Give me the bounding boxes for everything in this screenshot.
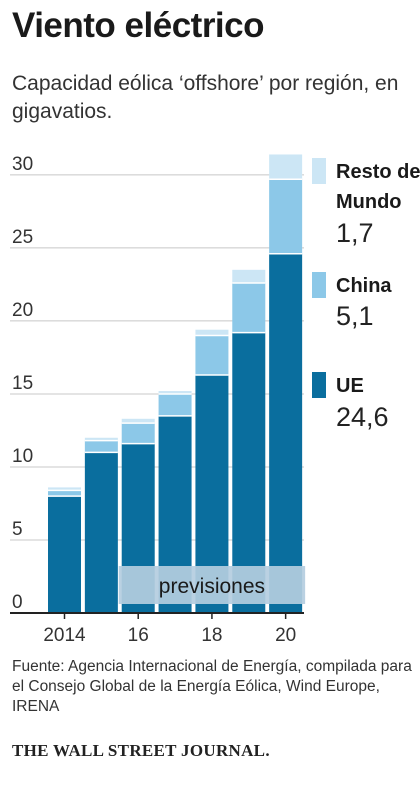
x-tick-label: 16 [128, 625, 149, 646]
x-tick-label: 20 [275, 625, 296, 646]
forecast-label: previsiones [159, 575, 265, 598]
y-tick-label: 30 [12, 154, 33, 175]
y-tick-label: 25 [12, 227, 33, 248]
legend-label: UE [336, 375, 364, 397]
legend-value: 1,7 [336, 218, 374, 248]
y-tick-label: 15 [12, 373, 33, 394]
chart-title: Viento eléctrico [12, 6, 265, 45]
bar-segment [121, 418, 155, 424]
y-tick-label: 0 [12, 592, 23, 613]
chart-subtitle: Capacidad eólica ‘offshore’ por región, … [12, 72, 399, 123]
bar-segment [158, 393, 192, 416]
legend-label: Mundo [336, 191, 402, 213]
y-tick-label: 10 [12, 446, 33, 467]
forecast-band [118, 566, 306, 604]
bar-segment [121, 423, 155, 444]
bar-segment [84, 440, 118, 453]
bar-segment [232, 269, 266, 283]
bar-segment [84, 437, 118, 441]
bar-segment [269, 253, 303, 613]
bar-segment [158, 391, 192, 394]
legend-value: 5,1 [336, 301, 374, 331]
x-tick-label: 2014 [43, 625, 86, 646]
legend-label: China [336, 275, 392, 297]
y-tick-label: 20 [12, 300, 33, 321]
y-tick-label: 5 [12, 519, 23, 540]
chart-area: 0 5 10 15 20 25 30 previsiones 2014 16 18 20 Resto d… [10, 154, 420, 646]
legend-swatch [312, 372, 326, 398]
x-tick-label: 18 [201, 625, 222, 646]
bar-segment [195, 335, 229, 375]
bar-segment [48, 487, 81, 491]
bar-segment [195, 329, 229, 336]
bar-segment [269, 154, 303, 180]
bar-segment [48, 490, 81, 497]
bar-segment [232, 282, 266, 333]
legend-swatch [312, 158, 326, 184]
bar-segment [84, 452, 118, 613]
legend-value: 24,6 [336, 402, 389, 432]
legend-swatch [312, 272, 326, 298]
publisher-logo: THE WALL STREET JOURNAL. [12, 741, 270, 760]
bar-segment [48, 496, 81, 613]
bar-segment [269, 179, 303, 254]
source-note: Fuente: Agencia Internacional de Energía… [12, 658, 412, 715]
legend-label: Resto del [336, 161, 420, 183]
